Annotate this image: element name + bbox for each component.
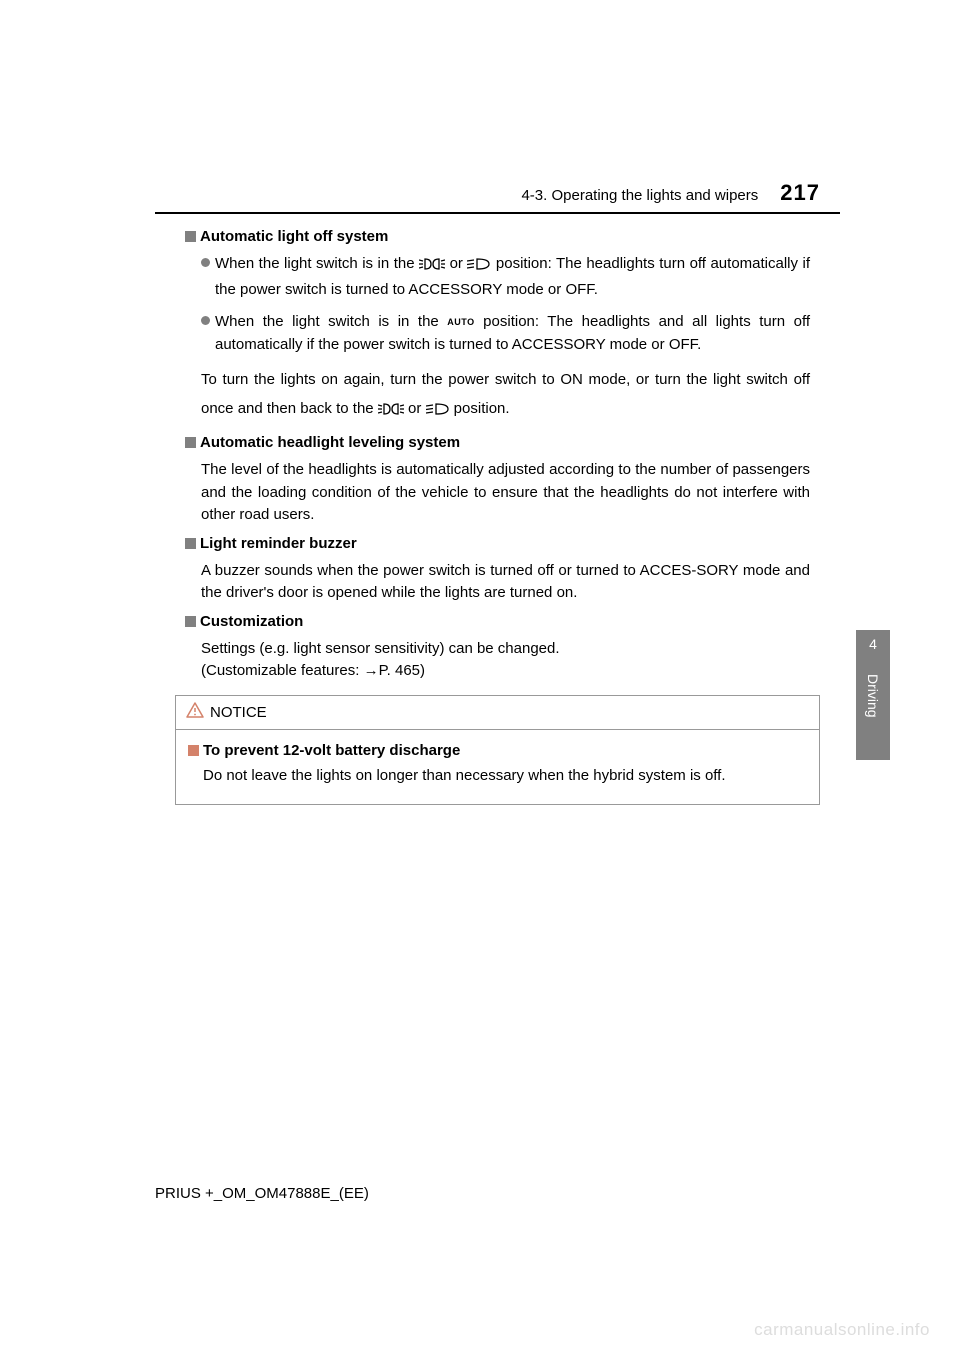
- text-fragment: position.: [454, 400, 510, 417]
- square-bullet-icon: [185, 231, 196, 242]
- headlight-icon: [426, 398, 450, 427]
- bullet-item: When the light switch is in the AUTO pos…: [185, 311, 810, 356]
- footer-text: PRIUS +_OM_OM47888E_(EE): [155, 1185, 369, 1202]
- orange-square-icon: [188, 745, 199, 756]
- heading-customization: Customization: [185, 613, 810, 630]
- square-bullet-icon: [185, 538, 196, 549]
- header-divider: [155, 212, 840, 214]
- notice-header: NOTICE: [176, 696, 819, 730]
- square-bullet-icon: [185, 437, 196, 448]
- bullet-item: When the light switch is in the or posit…: [185, 253, 810, 301]
- notice-heading-text: To prevent 12-volt battery discharge: [203, 742, 460, 759]
- notice-body: To prevent 12-volt battery discharge Do …: [176, 730, 819, 805]
- chapter-tab: 4 Driving: [856, 630, 890, 760]
- square-bullet-icon: [185, 616, 196, 627]
- text-fragment: When the light switch is in the: [215, 255, 419, 272]
- heading-auto-leveling: Automatic headlight leveling system: [185, 434, 810, 451]
- section-text: A buzzer sounds when the power switch is…: [185, 560, 810, 605]
- parking-light-icon: [419, 256, 445, 279]
- bullet-text: When the light switch is in the AUTO pos…: [215, 311, 810, 356]
- round-bullet-icon: [201, 258, 210, 267]
- text-fragment: or: [408, 400, 426, 417]
- heading-text: Light reminder buzzer: [200, 535, 357, 552]
- parking-light-icon: [378, 398, 404, 427]
- section-title: 4-3. Operating the lights and wipers: [521, 187, 758, 204]
- heading-text: Automatic headlight leveling system: [200, 434, 460, 451]
- tab-chapter-label: Driving: [865, 674, 881, 718]
- plain-paragraph: To turn the lights on again, turn the po…: [185, 366, 810, 426]
- heading-text: Customization: [200, 613, 303, 630]
- warning-triangle-icon: [186, 702, 204, 723]
- notice-text: Do not leave the lights on longer than n…: [188, 765, 807, 787]
- text-fragment: or: [450, 255, 468, 272]
- page-container: 4-3. Operating the lights and wipers 217…: [0, 0, 960, 805]
- notice-label: NOTICE: [210, 704, 267, 721]
- content-area: Automatic light off system When the ligh…: [155, 228, 840, 805]
- headlight-icon: [467, 256, 491, 279]
- auto-text: AUTO: [447, 317, 474, 327]
- auto-icon: AUTO: [447, 316, 474, 330]
- section-text: The level of the headlights is automatic…: [185, 459, 810, 527]
- text-fragment: When the light switch is in the: [215, 313, 447, 330]
- bullet-text: When the light switch is in the or posit…: [215, 253, 810, 301]
- page-header: 4-3. Operating the lights and wipers 217: [155, 180, 840, 206]
- notice-box: NOTICE To prevent 12-volt battery discha…: [175, 695, 820, 806]
- round-bullet-icon: [201, 316, 210, 325]
- tab-chapter-number: 4: [869, 636, 877, 652]
- notice-heading: To prevent 12-volt battery discharge: [188, 742, 807, 759]
- watermark-text: carmanualsonline.info: [754, 1320, 930, 1340]
- heading-auto-light-off: Automatic light off system: [185, 228, 810, 245]
- heading-text: Automatic light off system: [200, 228, 388, 245]
- section-text: Settings (e.g. light sensor sensitivity)…: [185, 638, 810, 683]
- heading-light-reminder: Light reminder buzzer: [185, 535, 810, 552]
- page-number: 217: [780, 180, 820, 206]
